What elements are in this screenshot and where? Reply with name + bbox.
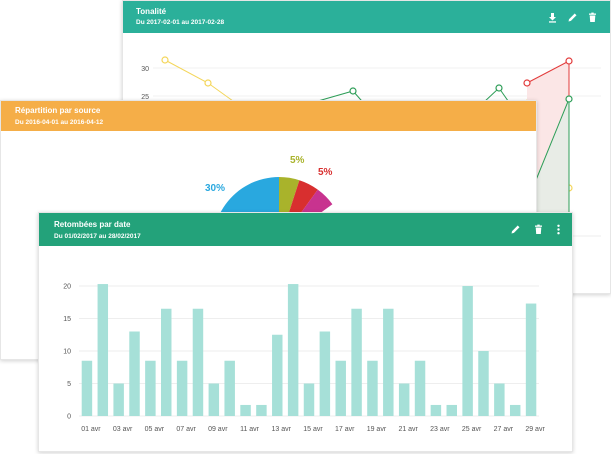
tonalite-line-chart: 30 25 — [141, 56, 601, 237]
repartition-title: Répartition par source — [15, 106, 101, 115]
bar-x-tick: 03 avr — [113, 426, 133, 433]
donut-slice[interactable] — [279, 177, 300, 223]
bar[interactable] — [351, 308, 362, 416]
bar-x-tick: 25 avr — [462, 426, 482, 433]
more-vert-icon[interactable] — [556, 224, 561, 235]
bar[interactable] — [367, 360, 378, 416]
retombees-title: Retombées par date — [54, 220, 131, 229]
donut-slice-label: 5% — [290, 155, 305, 166]
bar-y-tick: 15 — [63, 316, 71, 323]
retombees-bar-chart: 0 5 10 15 20 01 avr 03 avr 05 avr 07 avr 09 avr 11… — [63, 284, 545, 434]
bar-x-tick: 13 avr — [272, 426, 292, 433]
bar[interactable] — [335, 360, 346, 416]
bar-x-tick: 21 avr — [398, 426, 418, 433]
retombees-date-range: Du 01/02/2017 au 28/02/2017 — [54, 233, 141, 240]
tonalite-y-tick: 25 — [141, 94, 149, 101]
tonalite-point-green — [495, 84, 503, 92]
bar[interactable] — [319, 331, 331, 417]
bar[interactable] — [287, 284, 299, 416]
bar-x-tick: 11 avr — [240, 426, 260, 433]
tonalite-area-green — [536, 99, 569, 236]
edit-icon[interactable] — [567, 12, 578, 23]
bar[interactable] — [303, 383, 315, 417]
bar[interactable] — [97, 284, 109, 416]
tonalite-point-green — [349, 87, 357, 95]
tonalite-point-green — [565, 95, 573, 103]
bar-y-tick: 10 — [63, 349, 71, 356]
retombees-header: Retombées par date Du 01/02/2017 au 28/0… — [39, 213, 572, 246]
bar-x-tick: 09 avr — [208, 426, 228, 433]
repartition-header: Répartition par source Du 2016-04-01 au … — [1, 101, 536, 131]
bar[interactable] — [161, 308, 172, 416]
bar[interactable] — [240, 404, 251, 416]
tonalite-date-range: Du 2017-02-01 au 2017-02-28 — [136, 19, 225, 26]
bar-x-tick: 23 avr — [430, 426, 450, 433]
tonalite-point-red — [523, 79, 531, 87]
bar[interactable] — [509, 404, 521, 416]
bar[interactable] — [272, 334, 283, 416]
bar[interactable] — [478, 351, 489, 416]
tonalite-series-yellow — [164, 59, 234, 102]
tonalite-header: Tonalité Du 2017-02-01 au 2017-02-28 — [123, 1, 610, 33]
bar[interactable] — [81, 360, 93, 416]
tonalite-point-red — [565, 57, 573, 65]
bar[interactable] — [113, 383, 124, 417]
bar-x-tick: 17 avr — [335, 426, 355, 433]
bar[interactable] — [525, 303, 537, 416]
bar[interactable] — [208, 383, 220, 417]
tonalite-toolbar — [547, 1, 598, 33]
tonalite-point-yellow — [204, 79, 212, 87]
bar-x-tick: 01 avr — [81, 426, 101, 433]
bar-x-tick: 19 avr — [367, 426, 387, 433]
delete-icon[interactable] — [533, 224, 544, 235]
delete-icon[interactable] — [587, 12, 598, 23]
bar[interactable] — [398, 383, 410, 417]
tonalite-title: Tonalité — [136, 7, 167, 16]
tonalite-point-yellow — [161, 56, 169, 64]
tonalite-y-tick: 30 — [141, 66, 149, 73]
bar-x-tick: 07 avr — [176, 426, 196, 433]
bar-y-tick: 5 — [67, 381, 71, 388]
bar[interactable] — [383, 308, 394, 416]
bar[interactable] — [494, 383, 505, 417]
donut-slice-label: 30% — [205, 183, 225, 194]
bar-x-tick: 05 avr — [145, 426, 165, 433]
bar-x-tick: 15 avr — [303, 426, 323, 433]
bar[interactable] — [176, 360, 188, 416]
bar[interactable] — [192, 308, 204, 416]
donut-slice-label: 5% — [318, 167, 333, 178]
bar-x-tick: 29 avr — [525, 426, 545, 433]
bar[interactable] — [430, 404, 442, 416]
retombees-card: Retombées par date Du 01/02/2017 au 28/0… — [38, 212, 573, 452]
bar-y-tick: 0 — [67, 414, 71, 421]
bar[interactable] — [129, 331, 140, 417]
bar[interactable] — [414, 360, 426, 416]
bar[interactable] — [145, 360, 156, 416]
bar[interactable] — [224, 360, 235, 416]
bar[interactable] — [462, 286, 473, 416]
edit-icon[interactable] — [510, 224, 521, 235]
retombees-toolbar — [510, 213, 561, 246]
bar-x-tick: 27 avr — [494, 426, 514, 433]
bar[interactable] — [256, 404, 267, 416]
bar-y-tick: 20 — [63, 284, 71, 291]
repartition-date-range: Du 2016-04-01 au 2016-04-12 — [15, 119, 104, 126]
download-icon[interactable] — [547, 12, 558, 23]
bar[interactable] — [446, 404, 457, 416]
